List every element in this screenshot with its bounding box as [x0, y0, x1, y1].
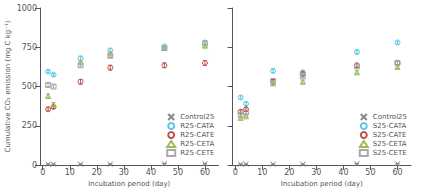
- svg-text:20: 20: [284, 168, 294, 177]
- svg-text:R25-CATA: R25-CATA: [180, 122, 214, 130]
- svg-text:R25-CATE: R25-CATE: [180, 131, 214, 139]
- svg-text:10: 10: [65, 168, 75, 177]
- svg-text:Control25: Control25: [180, 113, 214, 121]
- svg-text:40: 40: [338, 168, 348, 177]
- svg-text:S25-CETA: S25-CETA: [373, 140, 407, 148]
- svg-text:30: 30: [311, 168, 321, 177]
- svg-text:R25-CETE: R25-CETE: [180, 149, 214, 157]
- svg-text:50: 50: [173, 168, 183, 177]
- svg-text:750: 750: [22, 43, 37, 52]
- svg-text:S25-CETE: S25-CETE: [373, 149, 407, 157]
- svg-text:Incubation period (day): Incubation period (day): [88, 180, 170, 188]
- svg-text:1000: 1000: [17, 4, 37, 13]
- svg-text:S25-CATA: S25-CATA: [373, 122, 407, 130]
- svg-text:0: 0: [32, 161, 37, 170]
- svg-text:40: 40: [146, 168, 156, 177]
- svg-text:Control25: Control25: [373, 113, 407, 121]
- svg-text:250: 250: [22, 121, 37, 130]
- svg-text:Cumulative CO₂ emission (mg C: Cumulative CO₂ emission (mg C kg⁻¹): [4, 20, 12, 152]
- svg-text:S25-CATE: S25-CATE: [373, 131, 407, 139]
- svg-text:R25-CETA: R25-CETA: [180, 140, 214, 148]
- svg-text:60: 60: [392, 168, 402, 177]
- svg-text:60: 60: [200, 168, 210, 177]
- svg-text:0: 0: [40, 168, 45, 177]
- svg-text:10: 10: [257, 168, 267, 177]
- svg-text:0: 0: [233, 168, 238, 177]
- svg-text:30: 30: [119, 168, 129, 177]
- svg-text:Incubation period (day): Incubation period (day): [281, 180, 363, 188]
- svg-text:20: 20: [92, 168, 102, 177]
- svg-text:500: 500: [22, 82, 37, 91]
- svg-text:50: 50: [365, 168, 375, 177]
